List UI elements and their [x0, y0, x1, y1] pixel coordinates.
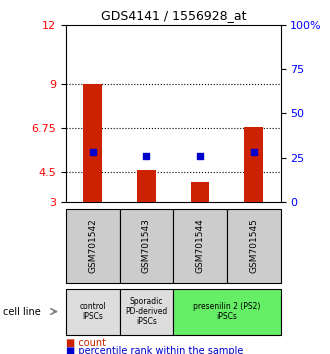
Text: Sporadic
PD-derived
iPSCs: Sporadic PD-derived iPSCs — [125, 297, 168, 326]
Title: GDS4141 / 1556928_at: GDS4141 / 1556928_at — [101, 9, 246, 22]
Text: ■ percentile rank within the sample: ■ percentile rank within the sample — [66, 346, 244, 354]
Text: cell line: cell line — [3, 307, 41, 316]
Text: presenilin 2 (PS2)
iPSCs: presenilin 2 (PS2) iPSCs — [193, 302, 261, 321]
Point — [144, 153, 149, 159]
Bar — [83, 84, 102, 202]
Text: GSM701545: GSM701545 — [249, 218, 258, 274]
Text: ■ count: ■ count — [66, 338, 106, 348]
Text: GSM701543: GSM701543 — [142, 218, 151, 274]
Point — [251, 149, 256, 155]
Bar — [137, 170, 156, 202]
Point — [90, 149, 95, 155]
Text: control
IPSCs: control IPSCs — [80, 302, 106, 321]
Text: GSM701544: GSM701544 — [196, 219, 205, 273]
Point — [197, 153, 203, 159]
Text: GSM701542: GSM701542 — [88, 219, 97, 273]
Bar — [191, 182, 210, 202]
Bar — [244, 127, 263, 202]
